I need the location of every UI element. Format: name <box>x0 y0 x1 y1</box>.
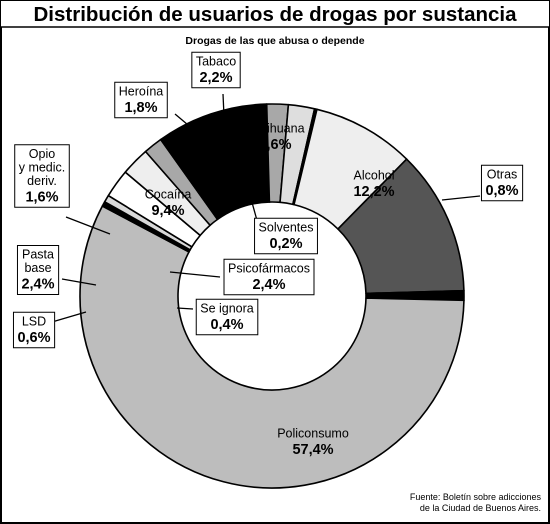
label-name-opio: y medic. <box>19 160 66 174</box>
label-group-policonsumo: Policonsumo 57,4% <box>277 426 349 458</box>
source-line-2: de la Ciudad de Buenos Aires. <box>420 503 541 513</box>
label-name-pasta_base: Pasta <box>22 248 54 262</box>
label-name-policonsumo: Policonsumo <box>277 426 349 440</box>
label-group-solventes: Solventes 0,2% <box>254 217 318 255</box>
label-name-marihuana: Marihuana <box>245 121 304 135</box>
label-group-marihuana: Marihuana 8,6% <box>245 121 304 153</box>
chart-title: Distribución de usuarios de drogas por s… <box>34 3 518 26</box>
label-value-otras: 0,8% <box>485 183 518 199</box>
label-group-cocaina: Cocaína 9,4% <box>145 187 192 219</box>
leader-otras <box>441 195 481 201</box>
donut-slices <box>79 103 465 489</box>
leader-tabaco <box>222 93 225 117</box>
label-value-heroina: 1,8% <box>124 100 157 116</box>
leader-opio <box>65 216 111 235</box>
label-name-opio: deriv. <box>27 174 57 188</box>
label-name-alcohol: Alcohol <box>354 168 395 182</box>
label-value-marihuana: 8,6% <box>258 137 291 153</box>
label-box-opio <box>14 144 70 208</box>
slice-marihuana <box>293 108 408 230</box>
label-name-psicofarmacos: Psicofármacos <box>228 261 310 275</box>
label-name-heroina: Heroína <box>119 84 164 98</box>
slice-labels: Alcohol 12,2% Otras 0,8% Policonsumo 57,4% Se … <box>12 51 524 458</box>
label-value-pasta_base: 2,4% <box>21 277 54 293</box>
label-value-lsd: 0,6% <box>17 330 50 346</box>
leader-solventes <box>229 122 259 225</box>
chart-subtitle: Drogas de las que abusa o depende <box>185 35 364 47</box>
label-name-pasta_base: base <box>24 261 51 275</box>
title-bar <box>1 1 549 27</box>
label-name-solventes: Solventes <box>259 220 314 234</box>
label-box-solventes <box>254 217 318 255</box>
label-name-lsd: LSD <box>22 314 46 328</box>
label-box-otras <box>480 164 524 202</box>
label-value-psicofarmacos: 2,4% <box>252 277 285 293</box>
label-box-tabaco <box>191 51 241 89</box>
label-value-se_ignora: 0,4% <box>210 317 243 333</box>
label-name-se_ignora: Se ignora <box>200 301 254 315</box>
leader-lsd <box>51 311 87 323</box>
label-group-tabaco: Tabaco 2,2% <box>191 51 241 89</box>
label-name-cocaina: Cocaína <box>145 187 192 201</box>
label-group-se_ignora: Se ignora 0,4% <box>195 298 259 336</box>
label-box-se_ignora <box>195 298 259 336</box>
label-value-alcohol: 12,2% <box>353 184 394 200</box>
label-box-heroina <box>114 81 168 119</box>
label-name-tabaco: Tabaco <box>196 54 236 68</box>
label-group-otras: Otras 0,8% <box>480 164 524 202</box>
label-group-psicofarmacos: Psicofármacos 2,4% <box>223 258 315 296</box>
leader-lines <box>51 93 481 323</box>
source-line-1: Fuente: Boletín sobre adicciones <box>410 492 542 502</box>
leader-heroina <box>174 113 201 136</box>
slice-policonsumo <box>79 205 465 489</box>
leader-se_ignora <box>176 307 194 310</box>
label-box-psicofarmacos <box>223 258 315 296</box>
label-box-pasta_base <box>16 245 60 295</box>
label-value-tabaco: 2,2% <box>199 70 232 86</box>
label-value-opio: 1,6% <box>25 189 58 205</box>
label-value-cocaina: 9,4% <box>151 203 184 219</box>
label-value-solventes: 0,2% <box>269 236 302 252</box>
label-group-lsd: LSD 0,6% <box>12 311 56 349</box>
label-group-heroina: Heroína 1,8% <box>114 81 168 119</box>
label-box-lsd <box>12 311 56 349</box>
label-group-alcohol: Alcohol 12,2% <box>353 168 394 200</box>
label-value-policonsumo: 57,4% <box>292 442 333 458</box>
leader-pasta_base <box>61 278 97 286</box>
label-name-opio: Opio <box>29 147 55 161</box>
leader-psicofarmacos <box>169 271 221 278</box>
label-name-otras: Otras <box>487 167 518 181</box>
